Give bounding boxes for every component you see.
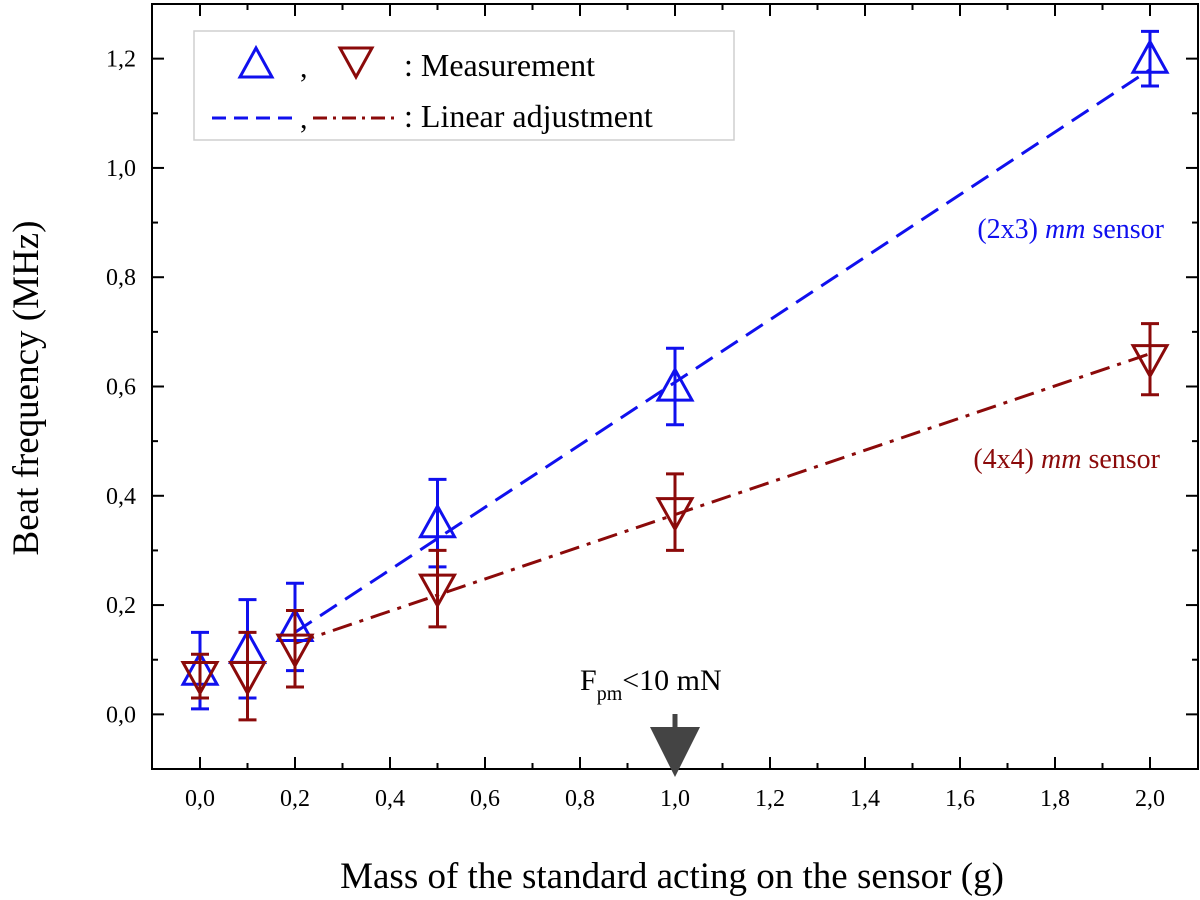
- y-axis-title: Beat frequency (MHz): [6, 221, 47, 556]
- y-tick-label: 0,4: [106, 484, 136, 510]
- legend-separator-1: ,: [300, 51, 308, 84]
- x-tick-label: 1,0: [660, 786, 690, 812]
- x-tick-label: 1,6: [945, 786, 975, 812]
- legend-measurement-label: : Measurement: [404, 47, 595, 83]
- x-axis-title: Mass of the standard acting on the senso…: [340, 856, 1004, 897]
- y-tick-label: 1,0: [106, 156, 136, 182]
- legend: , : Measurement , : Linear adjustment: [193, 30, 735, 141]
- point-4x4: [417, 573, 458, 609]
- legend-down-triangle-icon: [337, 46, 375, 81]
- y-tick-label: 0,0: [106, 702, 136, 728]
- legend-up-triangle-icon: [237, 44, 275, 79]
- x-tick-label: 0,2: [280, 786, 310, 812]
- x-tick-label: 2,0: [1135, 786, 1165, 812]
- force-annotation: Fpm<10 mN: [580, 664, 722, 777]
- fit-line-4x4: [294, 352, 1151, 645]
- legend-box: [193, 30, 735, 141]
- force-label: Fpm<10 mN: [580, 664, 722, 705]
- annotation-2x3-sensor: (2x3) mm sensor: [977, 214, 1164, 245]
- x-tick-label: 0,4: [375, 786, 405, 812]
- legend-fit-label: : Linear adjustment: [404, 98, 653, 134]
- point-4x4: [655, 497, 695, 533]
- point-4x4: [1130, 344, 1170, 380]
- x-tick-label: 0,6: [470, 786, 500, 812]
- y-tick-label: 0,8: [106, 265, 136, 291]
- legend-separator-2: ,: [300, 102, 308, 135]
- point-4x4: [180, 661, 220, 697]
- point-2x3: [655, 366, 695, 402]
- y-tick-label: 0,6: [106, 375, 136, 401]
- point-4x4: [227, 661, 268, 697]
- fit-line-2x3: [294, 68, 1151, 634]
- x-tick-label: 1,8: [1040, 786, 1070, 812]
- x-tick-label: 1,2: [755, 786, 785, 812]
- y-tick-label: 1,2: [106, 47, 136, 73]
- point-2x3: [1130, 38, 1170, 74]
- x-tick-label: 1,4: [850, 786, 880, 812]
- point-2x3: [417, 503, 458, 539]
- annotation-4x4-sensor: (4x4) mm sensor: [973, 444, 1160, 475]
- point-4x4: [275, 633, 315, 669]
- x-tick-label: 0,8: [565, 786, 595, 812]
- x-tick-label: 0,0: [185, 786, 215, 812]
- y-tick-label: 0,2: [106, 593, 136, 619]
